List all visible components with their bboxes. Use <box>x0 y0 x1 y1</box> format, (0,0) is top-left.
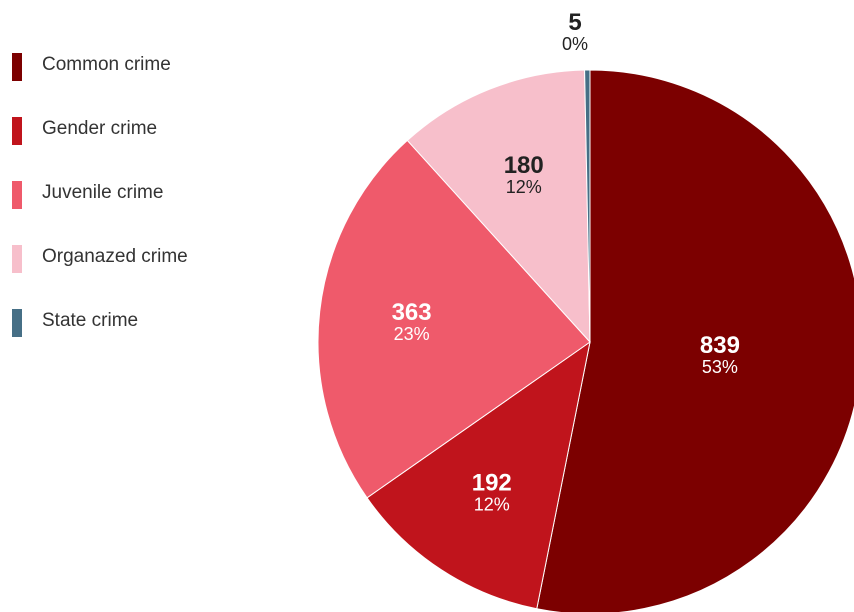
pie-slice-gender-crime <box>366 340 591 610</box>
legend-item-common-crime: Common crime <box>12 50 272 114</box>
legend-item-gender-crime: Gender crime <box>12 114 272 178</box>
legend-swatch <box>12 53 22 81</box>
legend-swatch <box>12 117 22 145</box>
legend: Common crime Gender crime Juvenile crime… <box>12 50 272 370</box>
slice-value-label: 192 <box>472 469 512 496</box>
legend-label: State crime <box>42 310 139 331</box>
slice-percent-label: 0% <box>562 34 588 54</box>
slice-value-label: 363 <box>392 299 432 326</box>
legend-label: Juvenile crime <box>42 182 164 203</box>
pie-slice-common-crime <box>536 69 854 612</box>
pie-slice-state-crime <box>584 69 591 343</box>
legend-item-juvenile-crime: Juvenile crime <box>12 178 272 242</box>
legend-label: Common crime <box>42 54 171 75</box>
slice-percent-label: 12% <box>506 177 542 197</box>
pie-slice-juvenile-crime <box>317 139 591 499</box>
legend-label: Organazed crime <box>42 246 188 267</box>
legend-item-state-crime: State crime <box>12 306 272 370</box>
legend-swatch <box>12 309 22 337</box>
legend-swatch <box>12 181 22 209</box>
slice-percent-label: 23% <box>394 324 430 344</box>
slice-percent-label: 53% <box>702 357 738 377</box>
slice-value-label: 5 <box>568 9 581 36</box>
slice-value-label: 839 <box>700 332 740 359</box>
legend-item-organazed-crime: Organazed crime <box>12 242 272 306</box>
pie-slice-organazed-crime <box>406 69 591 344</box>
slice-value-label: 180 <box>504 152 544 179</box>
slice-percent-label: 12% <box>474 494 510 514</box>
legend-swatch <box>12 245 22 273</box>
legend-label: Gender crime <box>42 118 158 139</box>
